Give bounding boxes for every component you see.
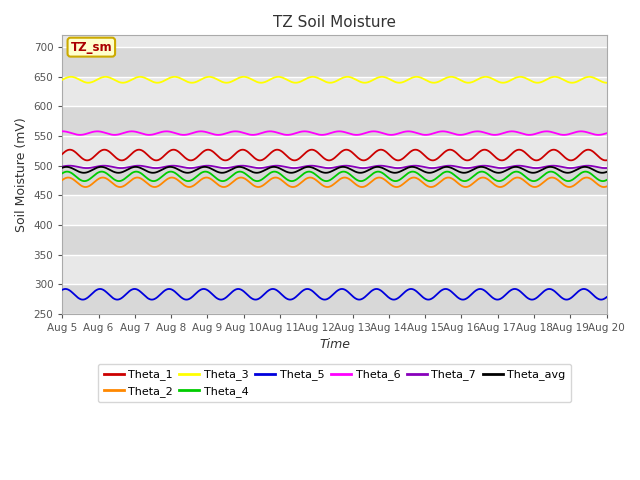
Bar: [62, 107, 607, 136]
Bar: [62, 284, 607, 314]
Bar: [62, 77, 607, 107]
X-axis label: Time: Time: [319, 338, 350, 351]
Bar: [62, 47, 607, 77]
Bar: [62, 136, 607, 166]
Legend: Theta_1, Theta_2, Theta_3, Theta_4, Theta_5, Theta_6, Theta_7, Theta_avg: Theta_1, Theta_2, Theta_3, Theta_4, Thet…: [98, 364, 571, 402]
Bar: [62, 254, 607, 284]
Y-axis label: Soil Moisture (mV): Soil Moisture (mV): [15, 117, 28, 232]
Bar: [62, 195, 607, 225]
Text: TZ_sm: TZ_sm: [70, 41, 112, 54]
Title: TZ Soil Moisture: TZ Soil Moisture: [273, 15, 396, 30]
Bar: [62, 166, 607, 195]
Bar: [62, 225, 607, 254]
